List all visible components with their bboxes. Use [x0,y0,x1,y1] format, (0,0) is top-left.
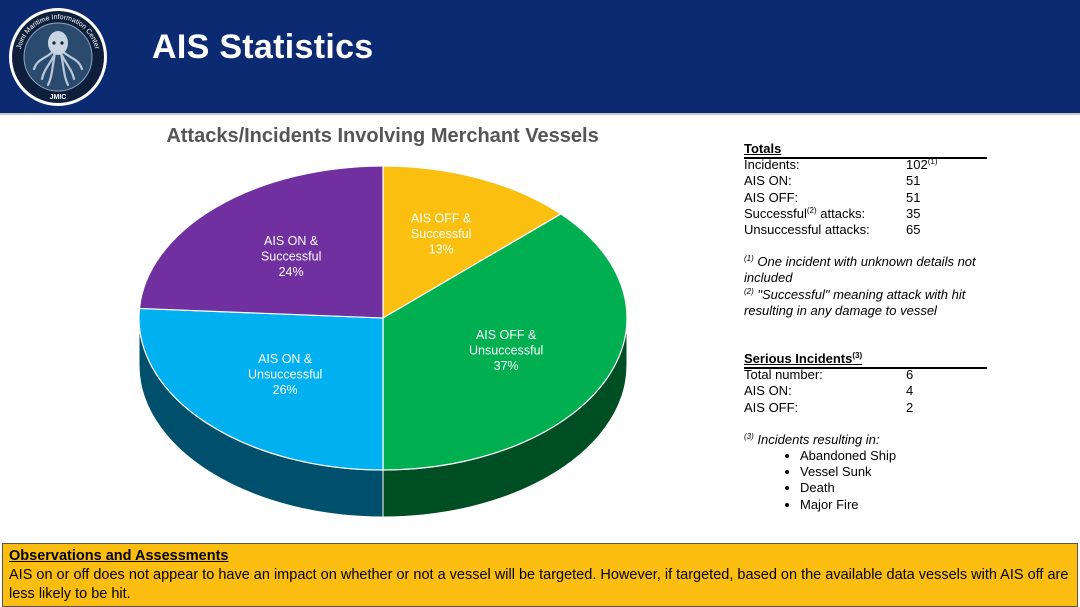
footnote-1: (1) One incident with unknown details no… [744,254,976,286]
totals-value: 65 [906,222,921,238]
totals-row-unsuccessful: Unsuccessful attacks: 65 [744,222,994,238]
serious-value: 2 [906,399,914,415]
serious-row-ais-on: AIS ON: 4 [744,383,994,399]
totals-row-successful: Successful(2) attacks: 35 [744,206,994,222]
pie-slice-label-0: AIS OFF & Successful 13% [411,211,472,256]
pie-slice-label-2: AIS ON & Unsuccessful 26% [248,352,322,397]
pie-slice-2 [138,307,384,471]
totals-row-ais-on: AIS ON: 51 [744,173,994,189]
pie-slice-0 [382,165,563,320]
pie-slice-label-1: AIS OFF & Unsuccessful 37% [469,328,543,373]
serious-label: AIS ON: [744,383,792,399]
logo-text-bottom: JMIC [50,94,67,101]
header-banner [0,0,1080,113]
serious-heading-rule [744,367,987,369]
totals-heading: Totals [744,141,994,159]
totals-label: Incidents: [744,157,800,173]
list-item: Death [800,480,994,496]
totals-label: Unsuccessful attacks: [744,222,870,238]
totals-value: 51 [906,173,921,189]
list-item: Abandoned Ship [800,448,994,464]
serious-label: AIS OFF: [744,399,799,415]
list-item: Major Fire [800,497,994,513]
totals-label: Successful(2) attacks: [744,205,866,221]
totals-label: AIS OFF: [744,189,799,205]
totals-value: 35 [906,205,921,221]
serious-outcomes-list: Abandoned Ship Vessel Sunk Death Major F… [744,448,994,513]
header-divider [0,113,1080,115]
serious-heading: Serious Incidents(3) [744,351,994,369]
totals-heading-rule [744,157,987,159]
totals-row-ais-off: AIS OFF: 51 [744,190,994,206]
chart-title: Attacks/Incidents Involving Merchant Ves… [166,125,599,147]
serious-row-total: Total number: 6 [744,367,994,383]
serious-row-ais-off: AIS OFF: 2 [744,400,994,416]
pie-slice-3 [138,165,384,319]
totals-value: 102(1) [906,157,938,173]
list-item: Vessel Sunk [800,464,994,480]
serious-label: Total number: [744,367,823,383]
page-title: AIS Statistics [152,28,374,66]
footnote-3: (3) Incidents resulting in: [744,431,880,447]
observations-box: Observations and Assessments AIS on or o… [2,543,1078,607]
observations-text: AIS on or off does not appear to have an… [9,567,1069,602]
totals-value: 51 [906,189,921,205]
pie-slice-1 [382,213,628,471]
totals-row-incidents: Incidents: 102(1) [744,157,994,173]
pie-chart: AIS OFF & Successful 13% AIS OFF & Unsuccess… [138,165,628,518]
observations-title: Observations and Assessments [9,548,229,564]
serious-value: 6 [906,367,914,383]
totals-label: AIS ON: [744,173,792,189]
stats-panel: Totals Incidents: 102(1) AIS ON: 51 AIS … [744,141,994,513]
serious-value: 4 [906,383,914,399]
footnote-2: (2) "Successful" meaning attack with hit… [744,286,966,318]
jmic-logo: Joint Maritime Information Center JMIC [9,8,107,106]
pie-slice-label-3: AIS ON & Successful 24% [261,234,321,279]
